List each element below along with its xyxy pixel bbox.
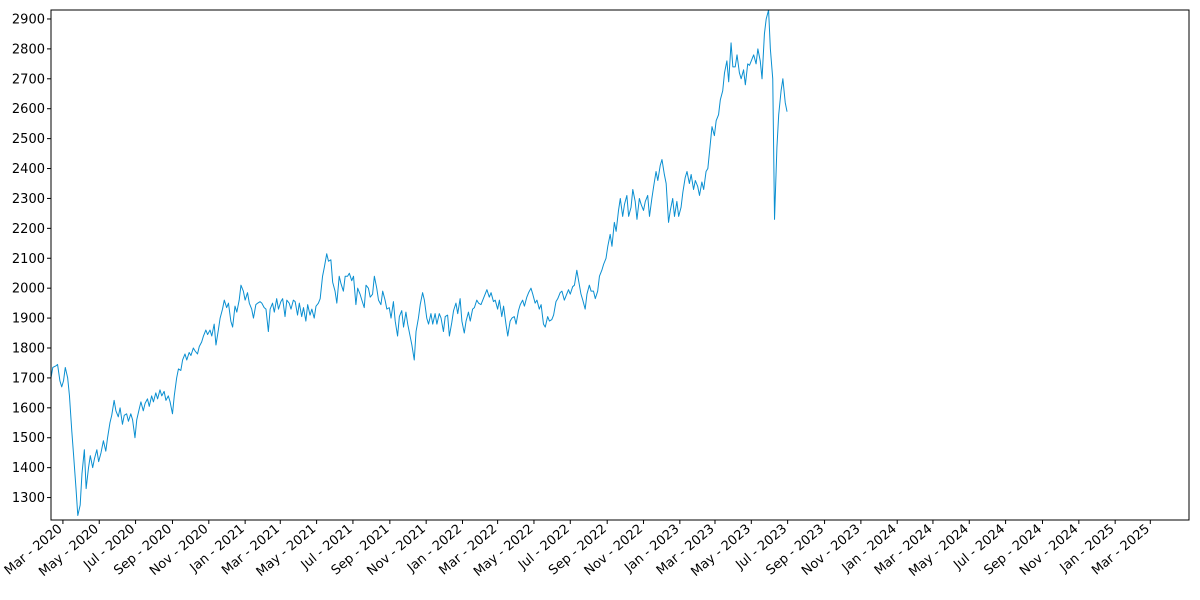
y-tick-label: 1800 bbox=[12, 342, 45, 357]
y-tick-label: 2500 bbox=[12, 132, 45, 147]
y-tick-label: 2900 bbox=[12, 12, 45, 27]
y-tick-label: 2400 bbox=[12, 162, 45, 177]
y-tick-label: 1400 bbox=[12, 461, 45, 476]
series-line bbox=[50, 9, 788, 517]
y-tick-label: 1300 bbox=[12, 491, 45, 506]
y-tick-label: 2000 bbox=[12, 282, 45, 297]
y-tick-label: 1700 bbox=[12, 371, 45, 386]
plot-background bbox=[51, 10, 1189, 520]
y-tick-label: 2200 bbox=[12, 222, 45, 237]
y-axis: 1300 1400 1500 1600 1700 1800 1900 2000 2100 2200… bbox=[12, 12, 51, 506]
y-tick-label: 1500 bbox=[12, 431, 45, 446]
y-tick-label: 1900 bbox=[12, 312, 45, 327]
y-tick-label: 2300 bbox=[12, 192, 45, 207]
y-tick-label: 2100 bbox=[12, 252, 45, 267]
y-tick-label: 1600 bbox=[12, 401, 45, 416]
plot-frame bbox=[50, 9, 1190, 521]
y-tick-label: 2700 bbox=[12, 72, 45, 87]
y-tick-label: 2600 bbox=[12, 102, 45, 117]
y-tick-label: 2800 bbox=[12, 42, 45, 57]
